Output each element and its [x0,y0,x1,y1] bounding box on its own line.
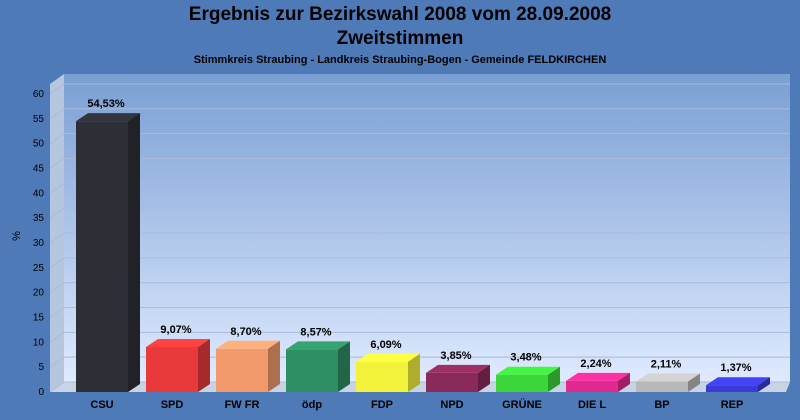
bar-front [216,348,268,392]
bar-front [496,374,548,392]
y-tick-label: 35 [33,213,45,224]
plot-background [64,74,790,382]
value-label: 8,70% [230,326,261,338]
y-tick-label: 45 [33,164,45,175]
bar-ödp [286,341,350,392]
bar-front [76,121,128,392]
bar-side [268,340,280,392]
bar-side [198,338,210,392]
value-label: 9,07% [160,324,191,336]
value-label: 8,57% [300,326,331,338]
y-tick-label: 25 [33,263,45,274]
category-label: GRÜNE [502,398,542,411]
grid-line [49,182,65,194]
bar-csu [76,113,140,392]
bar-top [706,377,770,386]
value-label: 1,37% [720,362,751,374]
value-label: 6,09% [370,339,401,351]
category-label: SPD [161,399,184,411]
y-tick-label: 10 [33,337,45,348]
grid-line [49,381,65,393]
bar-front [636,381,688,392]
bar-top [216,340,280,349]
bar-side [618,372,630,392]
bar-top [426,364,490,373]
plot-side-wall [50,74,64,392]
y-tick-label: 60 [33,89,45,100]
bar-grüne [496,366,560,392]
bar-fw-fr [216,340,280,392]
category-label: REP [721,399,744,411]
bar-spd [146,338,210,392]
bar-bp [636,373,700,392]
bar-top [566,372,630,381]
grid-line [49,207,65,219]
bar-side [758,377,770,392]
bar-side [408,353,420,392]
category-label: FDP [371,399,393,411]
category-label: ödp [302,399,322,411]
bar-rep [706,377,770,392]
grid-line [49,108,65,120]
grid-line [49,133,65,145]
bar-front [426,372,478,392]
value-label: 2,24% [580,358,611,370]
bar-top [636,373,700,382]
value-label: 3,85% [440,350,471,362]
bar-top [76,113,140,122]
y-tick-label: 50 [33,139,45,150]
category-label: NPD [440,399,463,411]
bar-side [128,113,140,392]
grid-line [49,257,65,269]
bar-side [478,364,490,392]
y-tick-label: 55 [33,114,45,125]
grid-line [49,158,65,169]
value-label: 2,11% [651,359,682,371]
bar-fdp [356,353,420,392]
chart-subtitle-region: Stimmkreis Straubing - Landkreis Straubi… [193,54,607,66]
grid-line [49,232,65,244]
bar-die-l [566,372,630,392]
category-label: CSU [90,399,113,411]
grid-line [49,307,65,318]
grid-line [49,356,65,368]
value-label: 54,53% [87,98,125,110]
value-label: 3,48% [510,352,541,364]
y-tick-label: 30 [33,238,45,249]
chart-title: Ergebnis zur Bezirkswahl 2008 vom 28.09.… [188,4,612,25]
bar-side [338,341,350,392]
bar-front [146,346,198,392]
category-label: BP [654,399,669,411]
bar-npd [426,364,490,392]
grid-line [49,282,65,294]
y-tick-label: 40 [33,188,45,199]
chart-subtitle: Zweitstimmen [336,28,464,49]
grid-line [49,331,65,343]
y-tick-label: 0 [38,387,44,398]
bar-front [286,349,338,392]
y-tick-label: 15 [33,313,45,324]
bar-top [356,353,420,362]
y-axis-label: % [11,231,23,241]
y-tick-label: 5 [38,362,44,373]
bar-top [146,338,210,347]
bar-top [286,341,350,350]
bar-side [548,366,560,392]
bar-front [566,380,618,392]
category-label: DIE L [578,399,606,411]
bar-front [706,385,758,392]
y-tick-label: 20 [33,288,45,299]
bar-side [688,373,700,392]
category-label: FW FR [225,399,260,411]
bar-top [496,366,560,375]
bar-front [356,361,408,392]
grid-line [49,83,65,95]
